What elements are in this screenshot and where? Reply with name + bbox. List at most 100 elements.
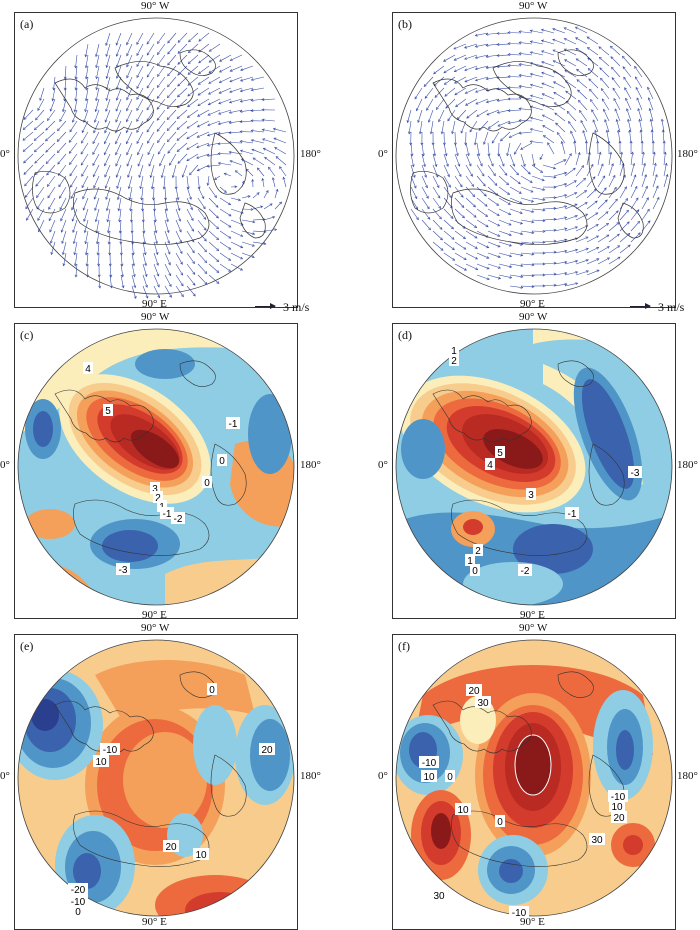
wind-vector-arrow: [136, 32, 144, 45]
wind-vector-arrowhead: [156, 84, 160, 89]
svg-text:4: 4: [85, 364, 91, 375]
wind-vector-arrowhead: [186, 147, 190, 150]
wind-vector-arrow: [476, 241, 489, 248]
wind-vector-arrow: [59, 197, 67, 210]
wind-vector-arrowhead: [115, 119, 119, 123]
wind-vector-arrowhead: [261, 98, 265, 102]
wind-vector-arrow: [153, 230, 158, 244]
wind-vector-arrow: [198, 54, 210, 64]
wind-vector-arrowhead: [228, 235, 232, 239]
wind-vector-arrowhead: [104, 174, 108, 178]
wind-vector-arrow: [34, 131, 45, 141]
wind-vector-arrow: [663, 152, 666, 166]
wind-vector-arrow: [575, 190, 587, 199]
wind-vector-arrowhead: [37, 217, 41, 221]
wind-vector-arrowhead: [530, 199, 535, 203]
wind-vector-arrowhead: [204, 260, 208, 264]
lon-label-right-f: 180°: [677, 770, 698, 782]
panel-label-f: (f): [398, 639, 410, 653]
wind-vector-arrow: [107, 219, 111, 233]
wind-vector-arrowhead: [81, 185, 85, 189]
wind-vector-arrow: [575, 225, 588, 232]
lon-label-right-e: 180°: [300, 770, 321, 782]
wind-vector-arrow: [578, 100, 588, 111]
wind-vector-arrowhead: [167, 251, 171, 255]
wind-vector-arrowhead: [564, 227, 568, 231]
wind-vector-arrow: [175, 252, 183, 265]
wind-vector-arrow: [82, 186, 89, 200]
wind-vector-arrowhead: [414, 96, 418, 100]
wind-vector-arrowhead: [80, 140, 84, 144]
wind-vector-arrowhead: [160, 175, 164, 179]
wind-vector-arrow: [36, 186, 45, 198]
wind-vector-arrowhead: [131, 252, 135, 256]
wind-vector-arrow: [157, 54, 166, 66]
wind-vector-arrow: [553, 194, 567, 199]
wind-vector-arrow: [575, 202, 588, 210]
wind-vector-arrow: [106, 43, 111, 57]
wind-vector-arrowhead: [159, 163, 162, 167]
wind-vector-arrow: [57, 120, 67, 131]
wind-vector-arrowhead: [497, 244, 501, 248]
wind-vector-arrow: [640, 130, 643, 144]
wind-vector-arrowhead: [196, 124, 200, 128]
wind-vector-arrowhead: [126, 152, 129, 156]
wind-vector-arrowhead: [472, 204, 476, 208]
svg-text:-10: -10: [512, 908, 527, 919]
wind-vector-arrow: [520, 208, 534, 213]
wind-vector-arrow: [407, 109, 412, 123]
contour-label: 20: [259, 743, 275, 756]
contour-label: 2: [473, 544, 483, 557]
wind-vector-arrow: [137, 142, 144, 155]
wind-vector-arrowhead: [168, 273, 172, 277]
wind-vector-arrow: [630, 209, 640, 221]
wind-vector-arrow: [95, 87, 100, 101]
wind-vector-arrow: [547, 142, 555, 155]
wind-vector-arrowhead: [617, 129, 620, 133]
wind-vector-arrowhead: [529, 94, 533, 98]
wind-vector-arrow: [92, 153, 100, 166]
wind-vector-arrowhead: [644, 174, 647, 178]
wind-vector-arrowhead: [606, 246, 610, 249]
wind-vector-arrow: [207, 175, 210, 186]
wind-vector-arrowhead: [95, 65, 99, 69]
wind-vector-arrow: [69, 153, 78, 165]
wind-vector-arrowhead: [150, 186, 154, 190]
wind-vector-arrowhead: [168, 284, 172, 288]
wind-vector-arrow: [70, 175, 78, 188]
wind-vector-arrow: [476, 274, 490, 280]
wind-vector-arrowhead: [541, 178, 545, 182]
wind-vector-arrowhead: [518, 131, 522, 135]
panel-label-c: (c): [20, 328, 34, 342]
wind-vector-arrowhead: [104, 119, 108, 123]
wind-vector-arrowhead: [453, 80, 458, 84]
wind-vector-arrow: [80, 142, 89, 155]
wind-vector-arrow: [175, 230, 182, 243]
svg-text:30: 30: [591, 835, 603, 846]
wind-vector-arrowhead: [104, 163, 107, 167]
wind-vector-arrow: [197, 164, 210, 171]
wind-vector-arrow: [451, 120, 456, 134]
wind-vector-arrow: [175, 285, 184, 297]
wind-vector-arrow: [465, 87, 478, 94]
contour-label: -10: [608, 790, 628, 803]
wind-vector-arrow: [156, 109, 166, 121]
wind-vector-arrowhead: [584, 190, 588, 193]
wind-vector-arrow: [539, 153, 544, 160]
wind-vector-arrow: [163, 175, 166, 190]
wind-vector-arrowhead: [203, 227, 207, 231]
wind-vector-arrowhead: [444, 153, 448, 157]
wind-vector-arrow: [106, 54, 111, 68]
wind-vector-arrowhead: [217, 152, 221, 156]
wind-vector-arrowhead: [423, 84, 427, 87]
wind-vector-arrowhead: [60, 229, 64, 233]
wind-vector-arrow: [26, 208, 34, 221]
wind-vector-arrow: [186, 252, 195, 264]
wind-vector-arrow: [531, 219, 546, 222]
wind-vector-arrowhead: [473, 142, 477, 146]
wind-vector-arrowhead: [440, 237, 443, 241]
wind-vector-arrowhead: [588, 78, 592, 82]
wind-vector-arrowhead: [68, 139, 72, 143]
wind-vector-arrow: [454, 175, 463, 188]
wind-vector-arrowhead: [532, 163, 536, 167]
